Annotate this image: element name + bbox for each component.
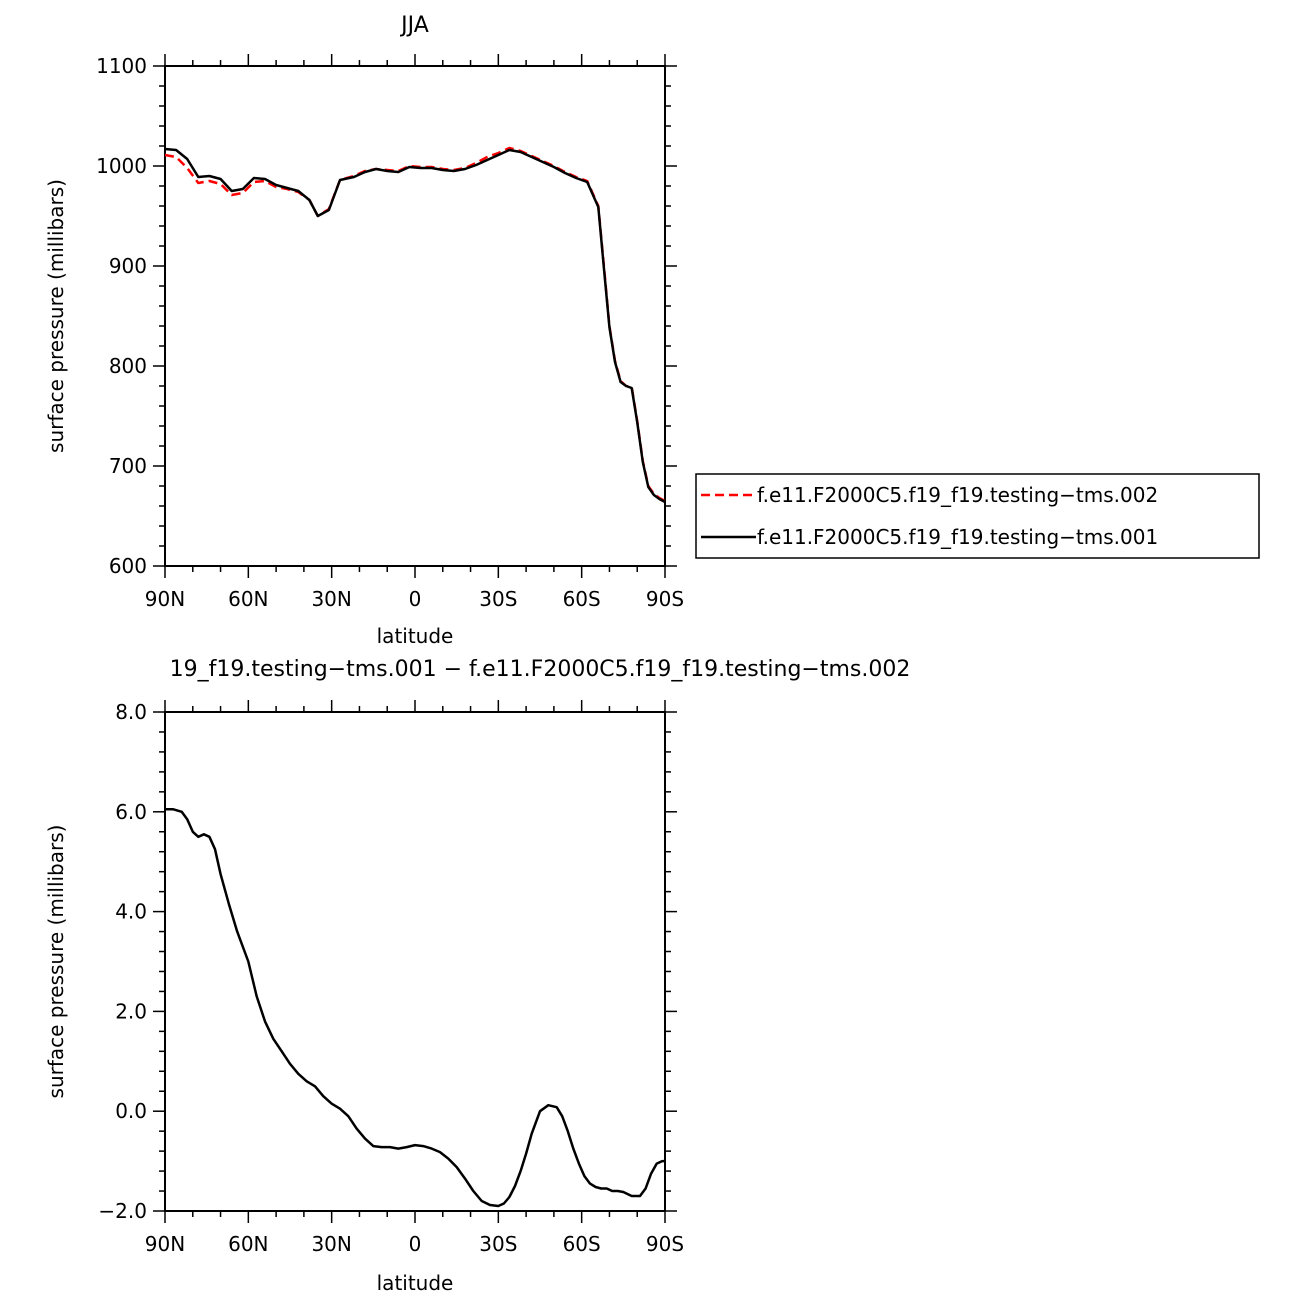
x-tick-label: 90S xyxy=(646,1232,684,1256)
y-axis-label: surface pressure (millibars) xyxy=(44,825,68,1099)
y-tick-label: 8.0 xyxy=(115,700,147,724)
y-tick-label: 900 xyxy=(109,254,147,278)
x-tick-label: 30N xyxy=(311,1232,351,1256)
x-tick-label: 30S xyxy=(479,587,517,611)
x-tick-label: 60N xyxy=(228,1232,268,1256)
legend-label-2: f.e11.F2000C5.f19_f19.testing−tms.001 xyxy=(757,525,1158,549)
plot-frame xyxy=(164,65,666,567)
x-axis-label: latitude xyxy=(377,1271,454,1295)
series-line-2 xyxy=(164,147,666,504)
x-tick-label: 60N xyxy=(228,587,268,611)
x-tick-label: 0 xyxy=(409,587,422,611)
y-tick-label: 600 xyxy=(109,554,147,578)
plot-frame xyxy=(164,711,666,1212)
chart-title: 19_f19.testing−tms.001 − f.e11.F2000C5.f… xyxy=(170,657,911,682)
y-tick-label: 1000 xyxy=(96,154,147,178)
y-axis-label: surface pressure (millibars) xyxy=(44,179,68,453)
x-tick-label: 90N xyxy=(145,1232,185,1256)
series-line-1 xyxy=(164,146,666,503)
x-tick-label: 90N xyxy=(145,587,185,611)
y-tick-label: 4.0 xyxy=(115,900,147,924)
y-tick-label: 700 xyxy=(109,454,147,478)
x-tick-label: 30S xyxy=(479,1232,517,1256)
x-axis-label: latitude xyxy=(377,624,454,648)
y-tick-label: 800 xyxy=(109,354,147,378)
y-tick-label: 6.0 xyxy=(115,800,147,824)
legend: f.e11.F2000C5.f19_f19.testing−tms.002 f.e… xyxy=(695,473,1260,559)
chart-title: JJA xyxy=(399,13,429,38)
y-tick-label: 1100 xyxy=(96,54,147,78)
series-line-1 xyxy=(165,808,665,1208)
x-tick-label: 60S xyxy=(563,1232,601,1256)
y-tick-label: 2.0 xyxy=(115,999,147,1023)
legend-label-1: f.e11.F2000C5.f19_f19.testing−tms.002 xyxy=(757,483,1158,507)
x-tick-label: 90S xyxy=(646,587,684,611)
y-tick-label: 0.0 xyxy=(115,1099,147,1123)
x-tick-label: 30N xyxy=(311,587,351,611)
y-tick-label: −2.0 xyxy=(98,1199,147,1223)
x-tick-label: 60S xyxy=(563,587,601,611)
chart-panel-2: 90N 60N 30N 0 30S 60S 90S −2.0 0.0 2.0 4.0 6.0 8.0 19… xyxy=(44,657,910,1295)
chart-panel-1: 90N 60N 30N 0 30S 60S 90S 600 700 800 900 1000 1100 J… xyxy=(44,13,684,648)
legend-box xyxy=(695,473,1260,559)
x-tick-label: 0 xyxy=(409,1232,422,1256)
